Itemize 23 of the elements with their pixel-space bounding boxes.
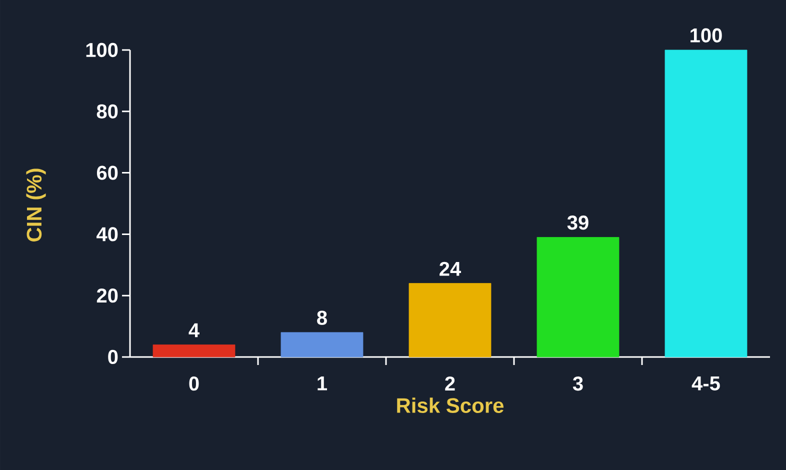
y-axis-title: CIN (%) bbox=[26, 168, 46, 242]
data-label: 8 bbox=[317, 310, 327, 325]
data-label: 24 bbox=[440, 262, 462, 276]
y-tick-label: 0 bbox=[108, 350, 118, 364]
y-tick-label: 40 bbox=[96, 227, 118, 242]
x-tick-label: 4-5 bbox=[692, 376, 720, 390]
bar bbox=[408, 283, 492, 358]
x-axis-title: Risk Score bbox=[397, 398, 504, 413]
bar bbox=[664, 50, 748, 358]
y-tick-label: 20 bbox=[96, 288, 118, 303]
y-tick-label: 100 bbox=[86, 42, 118, 58]
x-tick-label: 3 bbox=[572, 376, 583, 391]
data-label: 39 bbox=[567, 216, 588, 230]
x-tick-label: 1 bbox=[318, 376, 328, 390]
data-label: 4 bbox=[188, 323, 200, 338]
x-tick-label: 2 bbox=[445, 376, 455, 390]
bar bbox=[280, 332, 364, 358]
y-tick-label: 60 bbox=[96, 166, 118, 180]
y-tick-label: 80 bbox=[96, 104, 118, 118]
bar bbox=[536, 237, 620, 358]
data-label: 100 bbox=[690, 28, 722, 42]
bar bbox=[152, 344, 236, 358]
x-tick-label: 0 bbox=[189, 376, 199, 391]
